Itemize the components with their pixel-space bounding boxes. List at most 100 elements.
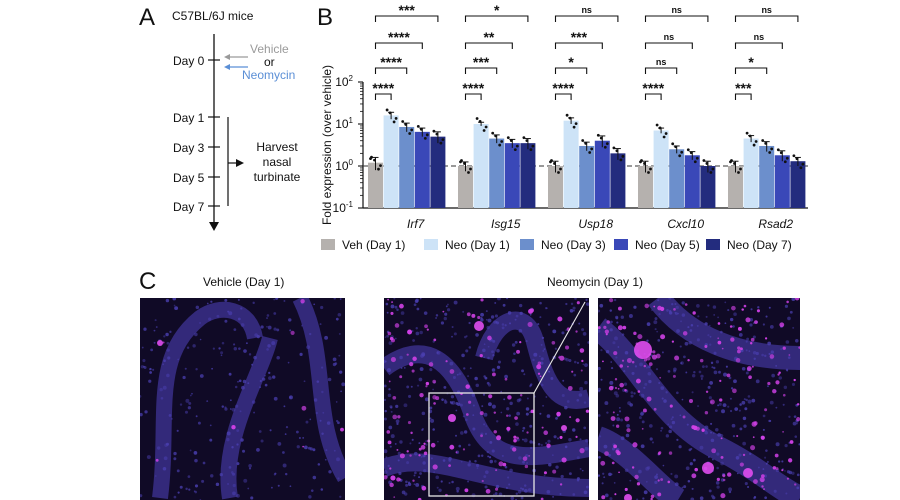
significance-label: ns (581, 5, 592, 15)
signal-dot (653, 407, 657, 411)
nucleus-dot (484, 376, 488, 380)
nucleus-dot (686, 423, 689, 426)
significance-bracket (734, 42, 783, 49)
nucleus-dot (465, 335, 468, 338)
nucleus-dot (236, 462, 240, 466)
neomycin-image-title: Neomycin (Day 1) (547, 275, 644, 289)
signal-dot (522, 456, 528, 461)
nucleus-dot (310, 489, 314, 492)
nucleus-dot (485, 310, 488, 313)
signal-dot (617, 325, 623, 331)
nucleus-dot (440, 321, 445, 325)
nucleus-dot (583, 490, 588, 495)
data-point (379, 164, 382, 168)
nucleus-dot (586, 302, 589, 306)
nucleus-dot (220, 354, 223, 357)
data-point (478, 120, 482, 123)
data-point (557, 171, 560, 174)
nucleus-dot (785, 492, 788, 495)
nucleus-dot (674, 482, 679, 487)
tissue-band (598, 426, 685, 500)
nucleus-dot (504, 324, 507, 327)
nucleus-dot (690, 324, 694, 327)
nucleus-dot (480, 317, 483, 320)
signal-dot (682, 331, 688, 336)
nucleus-dot (321, 390, 324, 394)
nucleus-dot (332, 362, 337, 367)
nucleus-dot (745, 371, 749, 375)
signal-dot (302, 445, 305, 448)
nucleus-dot (451, 480, 454, 484)
nucleus-dot (483, 343, 486, 346)
nucleus-dot (722, 403, 727, 408)
signal-dot (407, 420, 412, 425)
signal-dot (668, 451, 673, 455)
nucleus-dot (240, 323, 245, 327)
nucleus-dot (713, 351, 717, 355)
nucleus-dot (240, 438, 244, 442)
signal-dot (536, 364, 542, 370)
nucleus-dot (256, 447, 260, 452)
data-point (491, 131, 495, 135)
nucleus-dot (539, 301, 542, 305)
signal-dot (603, 325, 607, 330)
day-label-1: Day 1 (173, 111, 205, 125)
nucleus-dot (500, 390, 503, 393)
nucleus-dot (337, 477, 340, 480)
nucleus-dot (646, 339, 649, 342)
signal-dot (775, 380, 780, 385)
nucleus-dot (704, 429, 708, 433)
signal-dot (529, 308, 534, 313)
nucleus-dot (162, 363, 165, 366)
nucleus-dot (770, 350, 775, 354)
nucleus-dot (218, 347, 221, 350)
nucleus-dot (529, 446, 533, 450)
nucleus-dot (633, 305, 637, 309)
nucleus-dot (253, 411, 256, 414)
nucleus-dot (384, 417, 387, 421)
signal-dot (754, 320, 758, 325)
nucleus-dot (584, 363, 588, 368)
signal-dot (398, 478, 402, 481)
nucleus-dot (227, 310, 230, 313)
signal-dot (717, 340, 722, 345)
nucleus-dot (140, 395, 142, 398)
nucleus-dot (783, 385, 788, 390)
nucleus-dot (527, 488, 532, 492)
nucleus-dot (532, 358, 535, 362)
nucleus-dot (403, 366, 406, 369)
nucleus-dot (384, 470, 388, 475)
nucleus-dot (716, 452, 720, 456)
signal-cluster (448, 414, 456, 422)
signal-dot (726, 373, 731, 378)
signal-dot (491, 372, 496, 377)
significance-label: *** (571, 29, 588, 45)
signal-dot (425, 385, 428, 388)
data-point (432, 129, 436, 133)
signal-dot (602, 360, 604, 363)
nucleus-dot (491, 368, 496, 372)
signal-dot (660, 478, 664, 481)
nucleus-dot (793, 415, 797, 418)
nucleus-dot (684, 341, 689, 346)
nucleus-dot (604, 493, 609, 498)
signal-dot (419, 392, 424, 398)
nucleus-dot (235, 404, 239, 408)
signal-dot (764, 408, 768, 412)
nucleus-dot (461, 353, 465, 358)
nucleus-dot (764, 456, 767, 459)
nucleus-dot (521, 488, 525, 491)
nucleus-dot (337, 421, 340, 425)
nucleus-dot (603, 476, 606, 479)
nucleus-dot (188, 488, 191, 491)
nucleus-dot (585, 439, 589, 443)
nucleus-dot (739, 403, 742, 406)
nucleus-dot (547, 439, 551, 443)
signal-dot (423, 442, 426, 445)
day-label-7: Day 7 (173, 200, 205, 214)
signal-dot (621, 359, 625, 362)
nucleus-dot (483, 356, 486, 359)
nucleus-dot (442, 459, 446, 462)
nucleus-dot (771, 373, 775, 378)
signal-dot (301, 405, 307, 411)
